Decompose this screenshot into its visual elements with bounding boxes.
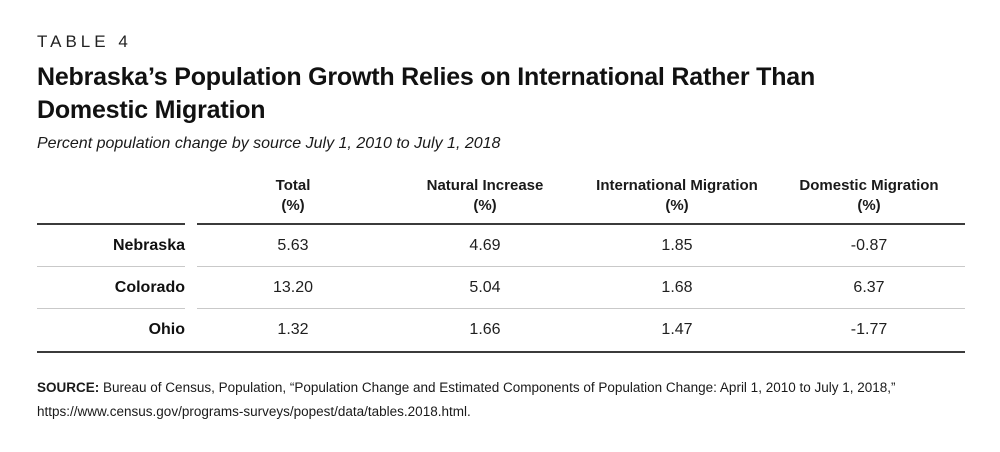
cell-total: 13.20 [272, 278, 314, 296]
cell-international-migration: 1.47 [661, 321, 693, 338]
table-row-ohio: Ohio 1.32 1.66 1.47 -1.77 [37, 309, 965, 351]
column-header-natural-increase: Natural Increase (%) [389, 177, 581, 223]
column-header-label: Total [275, 177, 311, 194]
table-header-row: Total (%) Natural Increase (%) Internation… [37, 177, 965, 225]
table-title: Nebraska’s Population Growth Relies on I… [37, 61, 965, 127]
column-header-domestic-migration: Domestic Migration (%) [773, 177, 965, 223]
title-line-2: Domestic Migration [37, 96, 266, 124]
column-header-unit: (%) [473, 197, 497, 214]
source-text: Bureau of Census, Population, “Populatio… [37, 380, 896, 419]
cell-international-migration: 1.68 [661, 278, 693, 296]
cell-total: 5.63 [277, 236, 309, 254]
column-header-label: Domestic Migration [799, 177, 939, 194]
cell-total: 1.32 [277, 321, 309, 338]
column-header-unit: (%) [857, 197, 881, 214]
source-label: SOURCE: [37, 380, 100, 395]
cell-natural-increase: 5.04 [469, 278, 501, 296]
column-header-unit: (%) [665, 197, 689, 214]
column-header-unit: (%) [281, 197, 305, 214]
cell-domestic-migration: -0.87 [850, 236, 888, 254]
table-subtitle: Percent population change by source July… [37, 135, 501, 152]
source-note: SOURCE: Bureau of Census, Population, “P… [37, 376, 965, 424]
row-values: 13.20 5.04 1.68 6.37 [197, 267, 965, 309]
column-header-label: International Migration [596, 177, 758, 194]
row-label: Ohio [148, 321, 185, 338]
column-header-label: Natural Increase [426, 177, 544, 194]
header-columns: Total (%) Natural Increase (%) Internation… [197, 177, 965, 225]
column-header-total: Total (%) [197, 177, 389, 223]
cell-natural-increase: 4.69 [469, 236, 501, 254]
data-table: Total (%) Natural Increase (%) Internation… [37, 177, 965, 353]
row-values: 1.32 1.66 1.47 -1.77 [197, 309, 965, 351]
row-label: Colorado [37, 267, 185, 309]
cell-natural-increase: 1.66 [469, 321, 501, 338]
cell-international-migration: 1.85 [661, 236, 693, 254]
table-number-label: TABLE 4 [37, 32, 132, 51]
table-row-nebraska: Nebraska 5.63 4.69 1.85 -0.87 [37, 225, 965, 267]
cell-domestic-migration: -1.77 [850, 321, 888, 338]
column-header-international-migration: International Migration (%) [581, 177, 773, 223]
cell-domestic-migration: 6.37 [853, 278, 885, 296]
title-line-1: Nebraska’s Population Growth Relies on I… [37, 63, 816, 91]
table-row-colorado: Colorado 13.20 5.04 1.68 6.37 [37, 267, 965, 309]
row-label-column-spacer [37, 179, 185, 225]
row-label: Nebraska [37, 225, 185, 267]
row-values: 5.63 4.69 1.85 -0.87 [197, 225, 965, 267]
